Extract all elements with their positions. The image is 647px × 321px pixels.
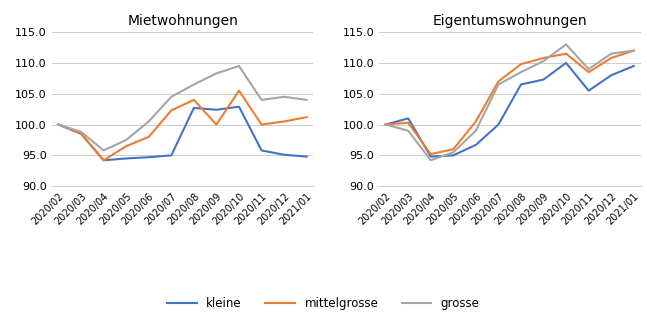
kleine bbox=[608, 73, 615, 77]
kleine bbox=[517, 82, 525, 86]
mittelgrosse bbox=[494, 80, 502, 83]
mittelgrosse bbox=[303, 115, 311, 119]
mittelgrosse bbox=[540, 56, 547, 60]
kleine bbox=[427, 155, 435, 159]
grosse bbox=[404, 129, 412, 133]
Line: mittelgrosse: mittelgrosse bbox=[386, 51, 634, 154]
kleine bbox=[494, 123, 502, 126]
kleine bbox=[258, 149, 265, 152]
grosse bbox=[494, 82, 502, 86]
grosse bbox=[382, 123, 389, 126]
mittelgrosse bbox=[168, 108, 175, 112]
grosse bbox=[100, 149, 107, 152]
kleine bbox=[190, 106, 198, 110]
mittelgrosse bbox=[630, 49, 638, 53]
Line: grosse: grosse bbox=[58, 66, 307, 151]
Line: grosse: grosse bbox=[386, 44, 634, 160]
grosse bbox=[122, 138, 130, 142]
kleine bbox=[145, 155, 153, 159]
mittelgrosse bbox=[77, 132, 85, 136]
kleine bbox=[213, 108, 221, 112]
kleine bbox=[585, 89, 593, 92]
mittelgrosse bbox=[235, 89, 243, 92]
mittelgrosse bbox=[213, 123, 221, 126]
kleine bbox=[562, 61, 570, 65]
kleine bbox=[235, 105, 243, 108]
grosse bbox=[517, 70, 525, 74]
kleine bbox=[540, 78, 547, 82]
mittelgrosse bbox=[54, 123, 62, 126]
grosse bbox=[585, 67, 593, 71]
grosse bbox=[427, 158, 435, 162]
mittelgrosse bbox=[280, 119, 288, 123]
grosse bbox=[303, 98, 311, 102]
kleine bbox=[404, 117, 412, 120]
kleine bbox=[100, 158, 107, 162]
kleine bbox=[303, 155, 311, 159]
Line: mittelgrosse: mittelgrosse bbox=[58, 91, 307, 160]
grosse bbox=[258, 98, 265, 102]
grosse bbox=[235, 64, 243, 68]
grosse bbox=[54, 123, 62, 126]
mittelgrosse bbox=[404, 121, 412, 125]
mittelgrosse bbox=[450, 147, 457, 151]
mittelgrosse bbox=[608, 56, 615, 60]
mittelgrosse bbox=[145, 135, 153, 139]
mittelgrosse bbox=[472, 119, 479, 123]
grosse bbox=[450, 150, 457, 154]
mittelgrosse bbox=[122, 144, 130, 148]
Legend: kleine, mittelgrosse, grosse: kleine, mittelgrosse, grosse bbox=[162, 293, 485, 315]
Title: Eigentumswohnungen: Eigentumswohnungen bbox=[432, 14, 587, 28]
grosse bbox=[190, 82, 198, 86]
grosse bbox=[213, 72, 221, 75]
grosse bbox=[472, 129, 479, 133]
grosse bbox=[562, 42, 570, 46]
Line: kleine: kleine bbox=[386, 63, 634, 157]
grosse bbox=[630, 49, 638, 53]
mittelgrosse bbox=[562, 52, 570, 56]
mittelgrosse bbox=[190, 98, 198, 102]
kleine bbox=[77, 132, 85, 136]
kleine bbox=[280, 153, 288, 157]
mittelgrosse bbox=[585, 70, 593, 74]
grosse bbox=[540, 59, 547, 63]
grosse bbox=[145, 119, 153, 123]
grosse bbox=[77, 130, 85, 134]
kleine bbox=[168, 153, 175, 157]
kleine bbox=[472, 143, 479, 147]
kleine bbox=[450, 153, 457, 157]
mittelgrosse bbox=[100, 158, 107, 162]
kleine bbox=[382, 123, 389, 126]
mittelgrosse bbox=[517, 62, 525, 66]
grosse bbox=[168, 95, 175, 99]
Title: Mietwohnungen: Mietwohnungen bbox=[127, 14, 238, 28]
kleine bbox=[54, 123, 62, 126]
mittelgrosse bbox=[382, 123, 389, 126]
mittelgrosse bbox=[258, 123, 265, 126]
kleine bbox=[630, 64, 638, 68]
grosse bbox=[608, 52, 615, 56]
Line: kleine: kleine bbox=[58, 107, 307, 160]
grosse bbox=[280, 95, 288, 99]
mittelgrosse bbox=[427, 152, 435, 156]
kleine bbox=[122, 157, 130, 160]
